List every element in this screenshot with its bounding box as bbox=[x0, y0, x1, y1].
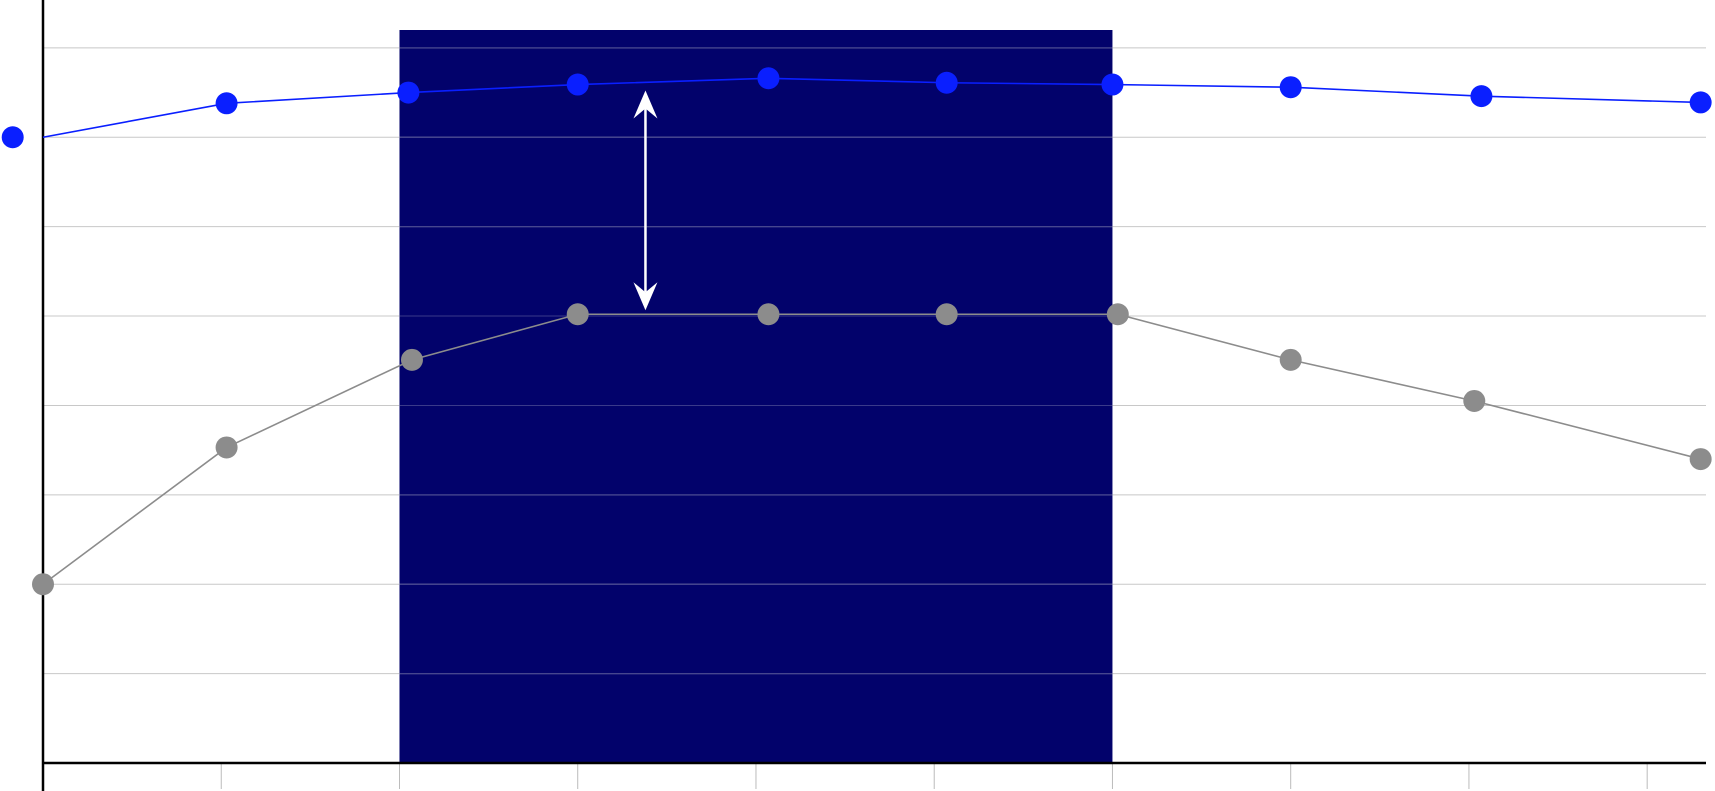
data-point-series-2 bbox=[1463, 389, 1486, 412]
axes bbox=[41, 0, 1706, 791]
data-point-series-2 bbox=[935, 303, 958, 326]
data-point-series-2 bbox=[757, 303, 780, 326]
arrow-head-down bbox=[633, 282, 658, 311]
data-point-series-1 bbox=[1, 126, 24, 149]
data-point-series-2 bbox=[1106, 303, 1129, 326]
data-point-series-1 bbox=[215, 92, 238, 115]
data-point-series-1 bbox=[1689, 91, 1712, 114]
data-point-series-1 bbox=[566, 73, 589, 96]
series-layer bbox=[1, 67, 1712, 596]
arrow-head-up bbox=[633, 90, 658, 119]
data-point-series-2 bbox=[1279, 348, 1302, 371]
annotation-layer bbox=[633, 90, 658, 311]
series-line-1 bbox=[42, 77, 1701, 139]
data-point-series-2 bbox=[400, 348, 423, 371]
data-point-series-2 bbox=[1689, 448, 1712, 471]
data-point-series-1 bbox=[757, 67, 780, 90]
data-point-series-1 bbox=[935, 71, 958, 94]
data-point-series-1 bbox=[1470, 85, 1493, 108]
data-point-series-1 bbox=[1101, 73, 1124, 96]
highlight-band bbox=[399, 30, 1113, 763]
series-line-2 bbox=[42, 313, 1701, 585]
gridlines bbox=[43, 47, 1706, 675]
data-point-series-2 bbox=[32, 573, 54, 596]
x-axis-ticks bbox=[220, 763, 1648, 789]
data-point-series-1 bbox=[1279, 76, 1302, 99]
highlight-band-layer bbox=[399, 30, 1113, 763]
data-point-series-2 bbox=[566, 303, 589, 326]
data-point-series-2 bbox=[215, 436, 238, 459]
data-point-series-1 bbox=[397, 81, 420, 104]
